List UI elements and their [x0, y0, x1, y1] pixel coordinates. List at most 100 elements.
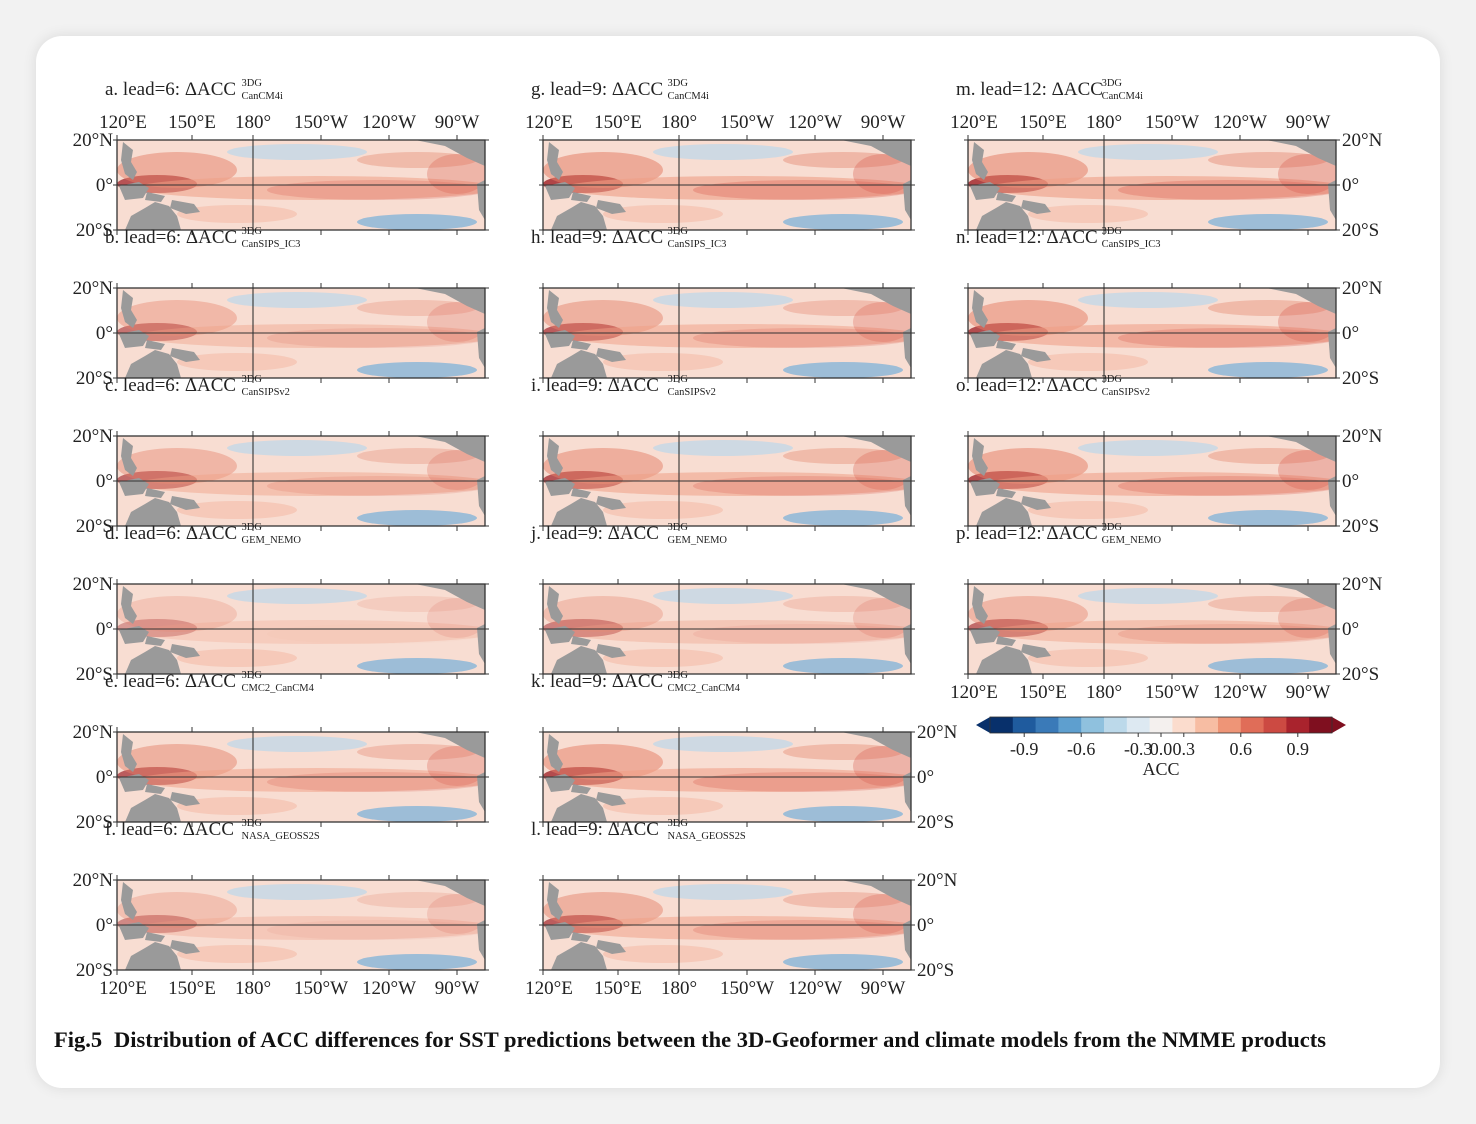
colorbar-extend-high — [1332, 717, 1346, 733]
panel-title-sub: GEM_NEMO — [668, 535, 728, 546]
lat-tick-label: 20°N — [73, 130, 114, 151]
colorbar-segment — [1104, 717, 1128, 733]
lon-tick-label: 180° — [661, 112, 697, 133]
panel-title-sup: 3DG — [1102, 226, 1123, 237]
panel-title-g: g. lead=9: ΔACC — [531, 79, 663, 100]
panel-title-sup: 3DG — [242, 522, 263, 533]
lat-tick-label: 0° — [1342, 175, 1359, 196]
panel-title-f: f. lead=6: ΔACC — [105, 819, 234, 840]
lat-tick-label: 20°S — [76, 664, 113, 685]
colorbar-tick: -0.3 — [1124, 739, 1153, 759]
panel-title-sup: 3DG — [668, 226, 689, 237]
lon-tick-label: 150°W — [294, 112, 348, 133]
lat-tick-label: 20°S — [1342, 220, 1379, 241]
colorbar-label: ACC — [1142, 759, 1179, 779]
colorbar-segment — [1286, 717, 1310, 733]
lat-tick-label: 20°N — [1342, 130, 1383, 151]
panel-title-b: b. lead=6: ΔACC — [105, 227, 237, 248]
caption-label: Fig.5 — [54, 1027, 103, 1052]
lat-tick-label: 0° — [96, 767, 113, 788]
map-panel-g: g. lead=9: ΔACC 3DG CanCM4i 120°E 150°E 180° 1… — [525, 78, 915, 235]
lon-tick-label: 150°E — [1019, 682, 1067, 703]
panel-title-sub: CMC2_CanCM4 — [242, 683, 315, 694]
map-panel-c: c. lead=6: ΔACC 3DG CanSIPSv2 20°N 0° 20°S — [73, 374, 489, 537]
lon-tick-label: 90°W — [435, 112, 480, 133]
lon-tick-label: 180° — [661, 978, 697, 999]
lat-tick-label: 20°S — [76, 960, 113, 981]
lat-tick-label: 20°N — [73, 870, 114, 891]
colorbar-tick: 0.0 — [1150, 739, 1173, 759]
panel-title-sub: CanCM4i — [668, 91, 710, 102]
lat-tick-label: 20°N — [73, 278, 114, 299]
lon-tick-label: 150°W — [720, 112, 774, 133]
colorbar-segment — [990, 717, 1014, 733]
map-panel-i: i. lead=9: ΔACC 3DG CanSIPSv2 — [531, 374, 915, 531]
panel-title-i: i. lead=9: ΔACC — [531, 375, 659, 396]
lon-tick-label: 120°W — [1213, 682, 1267, 703]
panel-title-sub: CanSIPS_IC3 — [1102, 239, 1161, 250]
lon-tick-label: 150°W — [1145, 682, 1199, 703]
panel-title-sup: 3DG — [242, 818, 263, 829]
lon-tick-label: 180° — [1086, 112, 1122, 133]
lon-tick-label: 90°W — [861, 978, 906, 999]
lon-tick-label: 150°W — [1145, 112, 1199, 133]
map-panel-n: n. lead=12: ΔACC 3DG CanSIPS_IC3 20°N 0° 20°S — [956, 226, 1383, 389]
panel-title-sub: CanCM4i — [242, 91, 284, 102]
panel-title-sup: 3DG — [1102, 78, 1123, 89]
map-panel-p: p. lead=12: ΔACC 3DG GEM_NEMO 20°N 0° 20°S 120… — [950, 522, 1382, 703]
colorbar-segment — [1263, 717, 1287, 733]
panel-title-sup: 3DG — [1102, 522, 1123, 533]
map-panel-h: h. lead=9: ΔACC 3DG CanSIPS_IC3 — [531, 226, 915, 383]
colorbar-tick: 0.3 — [1173, 739, 1196, 759]
panel-title-sup: 3DG — [242, 78, 263, 89]
panel-title-sub: NASA_GEOSS2S — [242, 831, 320, 842]
panel-title-k: k. lead=9: ΔACC — [531, 671, 663, 692]
lat-tick-label: 20°S — [76, 368, 113, 389]
map-field — [117, 732, 485, 822]
colorbar-tick: -0.9 — [1010, 739, 1039, 759]
lon-tick-label: 120°W — [788, 978, 842, 999]
lat-tick-label: 20°N — [73, 574, 114, 595]
lon-tick-label: 120°E — [950, 112, 998, 133]
colorbar-tick: 0.6 — [1230, 739, 1253, 759]
colorbar-segment — [1218, 717, 1242, 733]
colorbar-segment — [1309, 717, 1333, 733]
panel-title-o: o. lead=12: ΔACC — [956, 375, 1098, 396]
lat-tick-label: 0° — [1342, 471, 1359, 492]
colorbar-segment — [1240, 717, 1265, 733]
panel-title-sub: CanCM4i — [1102, 91, 1144, 102]
map-panel-o: o. lead=12: ΔACC 3DG CanSIPSv2 20°N 0° 20°S — [956, 374, 1383, 537]
lat-tick-label: 0° — [1342, 619, 1359, 640]
lat-tick-label: 20°S — [917, 960, 954, 981]
lon-tick-label: 120°W — [362, 112, 416, 133]
lat-tick-label: 20°N — [73, 722, 114, 743]
panel-title-e: e. lead=6: ΔACC — [105, 671, 236, 692]
lon-tick-label: 180° — [1086, 682, 1122, 703]
lon-tick-label: 150°E — [594, 978, 642, 999]
lat-tick-label: 20°N — [1342, 278, 1383, 299]
lon-tick-label: 120°W — [362, 978, 416, 999]
lat-tick-label: 20°S — [76, 220, 113, 241]
lon-tick-label: 120°E — [99, 112, 147, 133]
caption-text: Distribution of ACC differences for SST … — [114, 1027, 1326, 1052]
panel-title-sup: 3DG — [668, 374, 689, 385]
lon-tick-label: 90°W — [1286, 682, 1331, 703]
lon-tick-label: 90°W — [861, 112, 906, 133]
panel-title-sup: 3DG — [242, 374, 263, 385]
colorbar-extend-low — [976, 717, 990, 733]
panel-title-sup: 3DG — [242, 226, 263, 237]
lon-tick-label: 120°E — [525, 112, 573, 133]
map-panel-j: j. lead=9: ΔACC 3DG GEM_NEMO — [530, 522, 915, 679]
colorbar: -0.9 -0.6 -0.30.0 0.3 0.6 0.9 ACC — [976, 716, 1346, 779]
lon-tick-label: 150°W — [294, 978, 348, 999]
colorbar-segment — [1149, 717, 1173, 733]
lat-tick-label: 0° — [917, 915, 934, 936]
colorbar-segment — [1012, 717, 1037, 733]
lat-tick-label: 0° — [1342, 323, 1359, 344]
panel-title-a: a. lead=6: ΔACC — [105, 79, 236, 100]
colorbar-segment — [1081, 717, 1105, 733]
panel-title-d: d. lead=6: ΔACC — [105, 523, 237, 544]
panel-title-n: n. lead=12: ΔACC — [956, 227, 1098, 248]
panel-title-sup: 3DG — [668, 670, 689, 681]
